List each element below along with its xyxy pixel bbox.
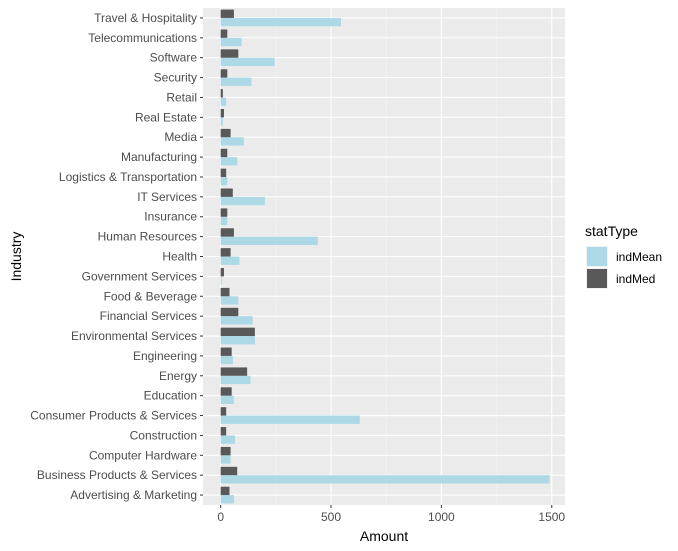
bar-indMed <box>220 29 228 38</box>
y-tick-label: Health <box>162 250 197 264</box>
bar-indMean <box>220 196 265 206</box>
bar-indMed <box>220 248 231 257</box>
bar-indMean <box>220 236 318 245</box>
bar-indMed <box>220 327 255 337</box>
bar-indMean <box>220 276 222 285</box>
bar-indMed <box>220 148 228 158</box>
bar-indMean <box>220 17 341 27</box>
x-axis-ticks: 0 500 1000 1500 <box>217 505 565 524</box>
bar-indMed <box>220 188 233 197</box>
x-tick-label: 0 <box>217 510 224 524</box>
bar-indMed <box>220 49 239 58</box>
bar-indMed <box>220 228 234 237</box>
legend-label: indMean <box>616 250 662 264</box>
legend: statType indMean indMed <box>585 223 662 289</box>
y-axis-title: Industry <box>8 232 24 282</box>
bar-indMean <box>220 415 360 424</box>
bar-indMean <box>220 475 550 484</box>
bar-indMed <box>220 89 223 98</box>
bar-indMed <box>220 208 228 217</box>
y-tick-label: Software <box>150 51 198 65</box>
bar-indMed <box>220 407 227 416</box>
y-tick-label: Business Products & Services <box>37 468 197 482</box>
y-tick-label: Insurance <box>144 210 197 224</box>
bar-indMean <box>220 435 236 444</box>
x-tick-label: 1000 <box>428 510 455 524</box>
y-tick-label: Environmental Services <box>71 329 197 343</box>
bar-indMean <box>220 216 228 226</box>
y-tick-label: Logistics & Transportation <box>59 170 197 184</box>
bar-indMean <box>220 395 234 405</box>
bar-indMean <box>220 296 239 305</box>
bar-indMean <box>220 37 242 47</box>
bar-indMed <box>220 427 227 436</box>
y-tick-label: Computer Hardware <box>89 448 197 462</box>
bar-indMean <box>220 455 231 464</box>
bar-indMean <box>220 117 223 126</box>
bar-indMean <box>220 256 240 265</box>
x-tick-label: 1500 <box>538 510 565 524</box>
legend-label: indMed <box>616 272 655 286</box>
bar-indMed <box>220 108 224 118</box>
y-tick-label: Education <box>144 389 197 403</box>
y-tick-label: Human Resources <box>98 230 197 244</box>
bar-indMed <box>220 287 230 297</box>
bars <box>220 9 550 504</box>
bar-indMed <box>220 307 239 317</box>
bar-indMed <box>220 486 230 496</box>
bar-indMean <box>220 495 234 504</box>
legend-swatch <box>587 269 607 288</box>
bar-indMed <box>220 168 227 177</box>
bar-indMean <box>220 355 233 365</box>
bar-indMed <box>220 347 232 356</box>
bar-indMean <box>220 336 255 345</box>
bar-indMean <box>220 176 228 186</box>
bar-indMean <box>220 157 238 166</box>
bar-indMed <box>220 128 231 138</box>
y-tick-label: Advertising & Marketing <box>70 488 197 502</box>
bar-indMean <box>220 97 227 106</box>
y-tick-label: Engineering <box>133 349 197 363</box>
bar-indMean <box>220 57 275 67</box>
x-axis-title: Amount <box>360 528 408 544</box>
x-tick-label: 500 <box>321 510 341 524</box>
legend-swatch <box>587 247 607 266</box>
bar-indMed <box>220 387 232 396</box>
y-tick-label: Media <box>164 130 197 144</box>
bar-indMean <box>220 77 252 86</box>
bar-indMed <box>220 9 234 18</box>
bar-indMean <box>220 316 253 325</box>
y-axis-labels: Advertising & Marketing Business Products… <box>30 11 203 502</box>
bar-indMed <box>220 268 224 277</box>
y-tick-label: Telecommunications <box>88 31 197 45</box>
y-tick-label: Government Services <box>82 269 197 283</box>
y-tick-label: Real Estate <box>135 110 197 124</box>
bar-indMed <box>220 69 228 78</box>
bar-indMed <box>220 466 238 476</box>
y-tick-label: Construction <box>130 428 197 442</box>
y-tick-label: Food & Beverage <box>104 289 198 303</box>
bar-indMean <box>220 137 244 146</box>
bar-indMed <box>220 446 231 456</box>
bar-indMean <box>220 375 251 385</box>
y-tick-label: Manufacturing <box>121 150 197 164</box>
y-tick-label: Travel & Hospitality <box>94 11 197 25</box>
y-tick-label: IT Services <box>137 190 197 204</box>
y-tick-label: Consumer Products & Services <box>30 409 197 423</box>
y-tick-label: Financial Services <box>100 309 197 323</box>
y-tick-label: Energy <box>159 369 197 383</box>
bar-indMed <box>220 367 248 376</box>
y-tick-label: Security <box>154 71 197 85</box>
legend-title: statType <box>585 223 638 239</box>
y-tick-label: Retail <box>166 90 197 104</box>
